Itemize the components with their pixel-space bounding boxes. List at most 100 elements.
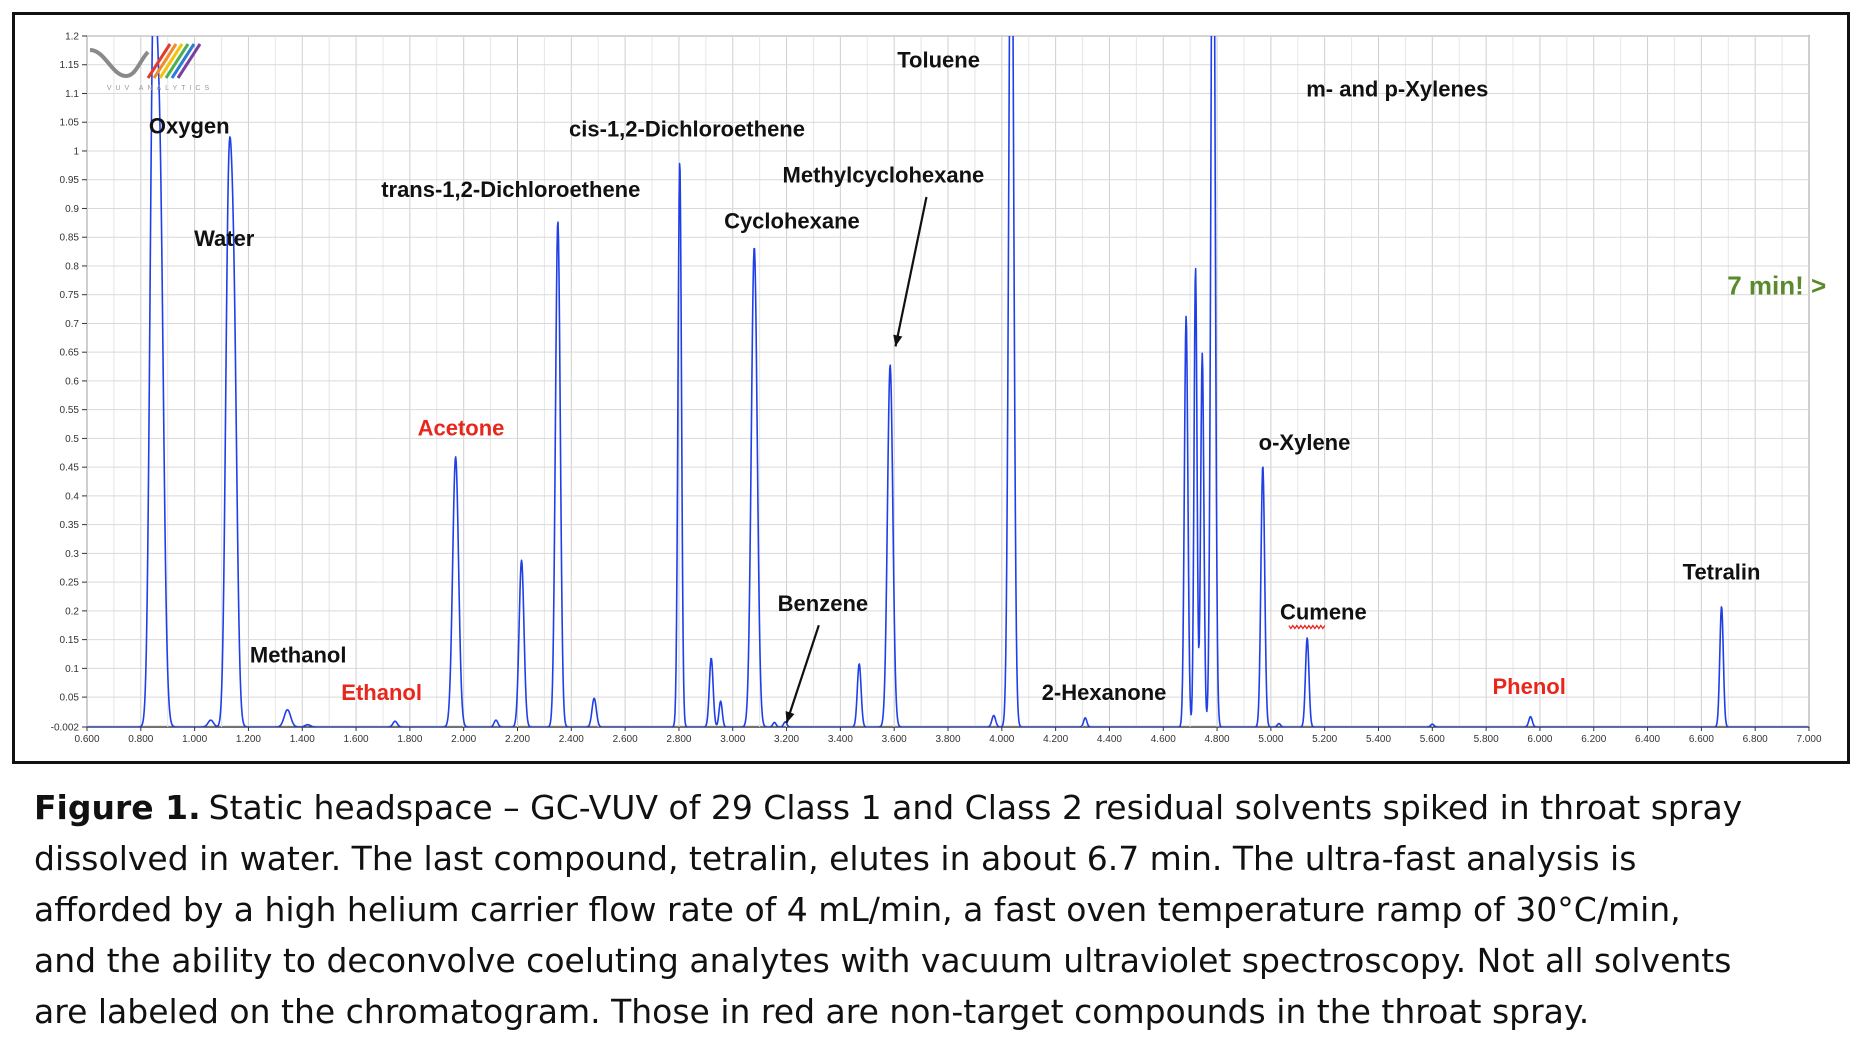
peak-label: Tetralin (1683, 559, 1761, 584)
y-tick-label: 0.9 (65, 204, 79, 215)
logo-stripe (164, 43, 190, 79)
y-tick-label: 0.45 (60, 463, 80, 474)
peak-labels: Oxygen Water Methanol Ethanol Acetone trans-1… (149, 48, 1826, 705)
peak-label: trans-1,2-Dichloroethene (381, 177, 640, 202)
logo-stripe (170, 43, 196, 79)
x-tick-label: 4.200 (1043, 734, 1068, 745)
y-tick-label: 0.35 (60, 520, 80, 531)
y-tick-label: 1.2 (65, 32, 79, 43)
peak-label: 7 min! > (1727, 271, 1826, 301)
logo-stripe (146, 43, 172, 79)
peak-label: Acetone (418, 416, 505, 441)
arrow-head (785, 711, 795, 723)
y-tick-label: 0.5 (65, 434, 79, 445)
y-tick-label: 1.1 (65, 89, 79, 100)
y-tick-label: 0.65 (60, 348, 80, 359)
x-tick-label: 3.600 (882, 734, 907, 745)
axis-ticks: 0.600 0.800 1.000 1.200 1.400 1.600 1.800 2.000… (51, 32, 1822, 746)
x-tick-label: 6.200 (1581, 734, 1606, 745)
x-tick-label: 7.000 (1796, 734, 1821, 745)
vuv-analytics-logo: VUV ANALYTICS (89, 43, 213, 92)
grid (86, 35, 1810, 727)
x-tick-label: 2.600 (613, 734, 638, 745)
peak-label: o-Xylene (1259, 430, 1351, 455)
arrow-shaft (785, 624, 820, 724)
logo-wave (89, 48, 150, 79)
peak-label: Methanol (250, 643, 347, 668)
logo-stripe (158, 43, 184, 79)
caption-line-5: are labeled on the chromatogram. Those i… (34, 992, 1590, 1031)
y-tick-label: 1.05 (60, 118, 80, 129)
y-tick-label: 0.55 (60, 405, 80, 416)
chromatogram-chart: 0.600 0.800 1.000 1.200 1.400 1.600 1.800 2.000… (51, 32, 1827, 746)
x-tick-label: 2.800 (666, 734, 691, 745)
x-tick-label: 1.600 (344, 734, 369, 745)
caption-line-4: and the ability to deconvolve coeluting … (34, 941, 1732, 980)
x-tick-label: 5.200 (1312, 734, 1337, 745)
peak-label: Benzene (778, 591, 868, 616)
x-tick-label: 2.400 (559, 734, 584, 745)
arrow-head (893, 334, 903, 347)
x-tick-label: 6.400 (1635, 734, 1660, 745)
y-tick-label: 0.25 (60, 578, 80, 589)
y-tick-label: 0.75 (60, 290, 80, 301)
x-tick-label: 5.600 (1420, 734, 1445, 745)
y-tick-label: 1.15 (60, 60, 80, 71)
caption-line-2: dissolved in water. The last compound, t… (34, 839, 1637, 878)
x-tick-label: 6.600 (1689, 734, 1714, 745)
logo-stripe (152, 43, 178, 79)
peak-label: Oxygen (149, 114, 230, 139)
annotation-arrows (785, 196, 928, 724)
peak-label: Toluene (897, 48, 980, 73)
y-tick-label: 0.1 (65, 664, 79, 675)
x-tick-label: 2.000 (451, 734, 476, 745)
y-tick-label: 0.4 (65, 491, 79, 502)
peak-label: Cumene (1280, 599, 1367, 624)
x-tick-label: 4.000 (989, 734, 1014, 745)
x-tick-label: 5.400 (1366, 734, 1391, 745)
y-tick-label: 0.95 (60, 175, 80, 186)
peak-label: Cyclohexane (724, 209, 860, 234)
figure-frame: 0.600 0.800 1.000 1.200 1.400 1.600 1.800 2.000… (12, 12, 1850, 764)
peak-label: cis-1,2-Dichloroethene (569, 117, 805, 142)
x-tick-label: 1.400 (290, 734, 315, 745)
y-tick-label: 0.05 (60, 693, 80, 704)
x-tick-label: 5.800 (1474, 734, 1499, 745)
caption-lead: Figure 1. (34, 788, 201, 827)
x-tick-label: 0.800 (128, 734, 153, 745)
x-tick-label: 4.400 (1097, 734, 1122, 745)
y-tick-label: 0.2 (65, 606, 79, 617)
x-tick-label: 1.000 (182, 734, 207, 745)
x-tick-label: 6.800 (1743, 734, 1768, 745)
x-tick-label: 4.800 (1205, 734, 1230, 745)
arrow-shaft (894, 196, 928, 347)
x-tick-label: 3.000 (720, 734, 745, 745)
figure-caption: Figure 1. Static headspace – GC-VUV of 29… (34, 782, 1834, 1037)
x-tick-label: 3.800 (935, 734, 960, 745)
y-tick-label: 0.85 (60, 233, 80, 244)
x-tick-label: 2.200 (505, 734, 530, 745)
caption-line-3: afforded by a high helium carrier flow r… (34, 890, 1681, 929)
y-tick-label: 0.7 (65, 319, 79, 330)
peak-label: Water (194, 226, 255, 251)
peak-label: m- and p-Xylenes (1306, 76, 1488, 101)
caption-line-1: Figure 1. Static headspace – GC-VUV of 29… (34, 788, 1743, 827)
peak-label: Ethanol (341, 680, 422, 705)
y-tick-label: 0.15 (60, 635, 80, 646)
peak-label: Phenol (1493, 674, 1566, 699)
peak-label: 2-Hexanone (1042, 680, 1167, 705)
y-tick-label: 1 (73, 146, 79, 157)
y-tick-label: 0.8 (65, 261, 79, 272)
peak-label: Methylcyclohexane (783, 163, 985, 188)
logo-stripe (176, 43, 202, 79)
x-tick-label: 1.800 (397, 734, 422, 745)
spellcheck-underline (1288, 624, 1326, 630)
x-tick-label: 0.600 (74, 734, 99, 745)
x-tick-label: 1.200 (236, 734, 261, 745)
x-tick-label: 5.000 (1258, 734, 1283, 745)
logo-wordmark: VUV ANALYTICS (107, 85, 213, 92)
y-tick-label: -0.002 (51, 723, 80, 734)
x-tick-label: 3.200 (774, 734, 799, 745)
x-tick-label: 3.400 (828, 734, 853, 745)
x-tick-label: 6.000 (1527, 734, 1552, 745)
